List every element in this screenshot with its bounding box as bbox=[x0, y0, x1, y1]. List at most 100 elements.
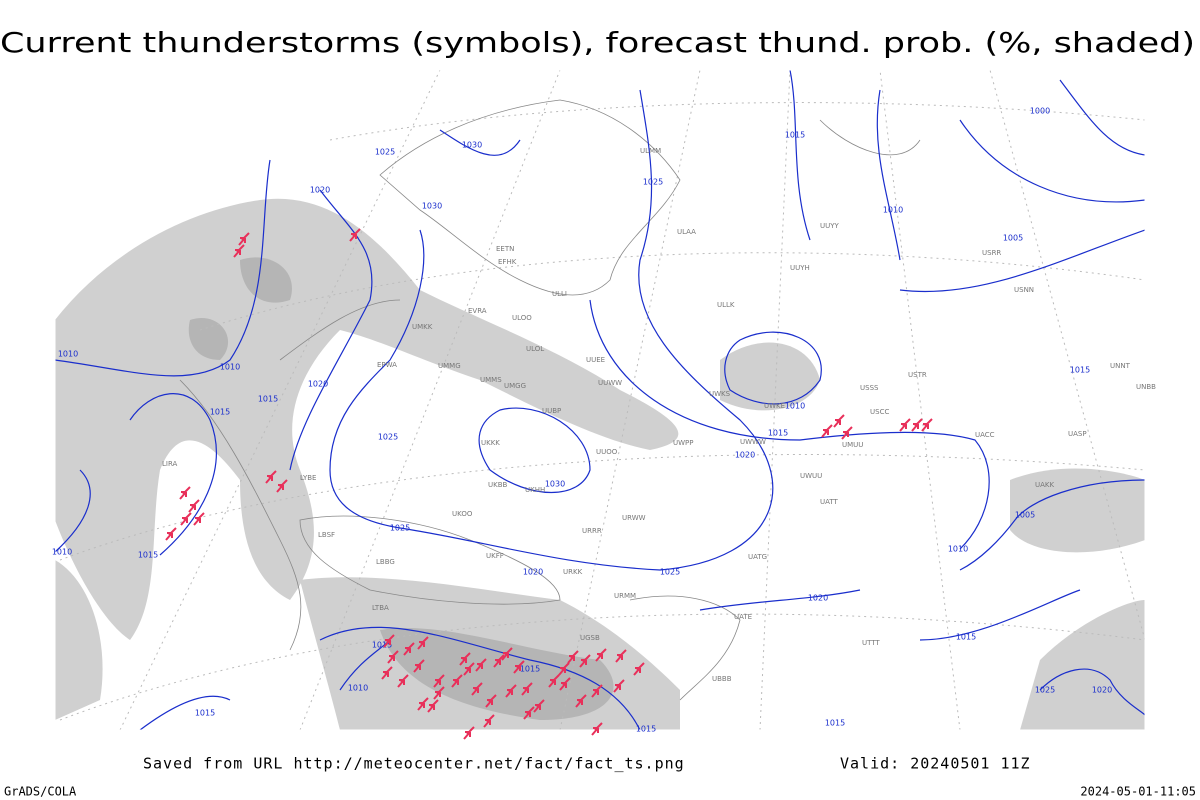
station-label: EVRA bbox=[468, 307, 487, 315]
station-label: UKHH bbox=[525, 486, 545, 494]
thunderstorm-symbol bbox=[463, 726, 475, 740]
thunderstorm-symbol bbox=[433, 686, 445, 700]
station-label: UKOO bbox=[452, 510, 473, 518]
station-label: UWPP bbox=[673, 439, 694, 447]
isobar-label: 1030 bbox=[545, 480, 565, 489]
thunderstorm-symbol bbox=[485, 694, 497, 708]
station-label: EFHK bbox=[498, 258, 517, 266]
station-label: UWKS bbox=[709, 390, 731, 398]
station-labels: ULOO ULLI EFHK EETN EVRA UMKK EPWA UMMG UMMSUMGG… bbox=[162, 147, 1156, 683]
station-label: EETN bbox=[496, 245, 514, 253]
shaded-probability-high bbox=[188, 257, 614, 720]
station-label: UBBB bbox=[712, 675, 732, 683]
station-label: UMUU bbox=[842, 441, 863, 449]
thunderstorm-symbol bbox=[841, 426, 853, 440]
station-label: ULOL bbox=[526, 345, 544, 353]
station-label: URRR bbox=[582, 527, 602, 535]
station-label: UNNT bbox=[1110, 362, 1131, 370]
thunderstorm-symbol bbox=[233, 244, 245, 258]
coastline bbox=[179, 99, 921, 701]
isobar-label: 1015 bbox=[138, 551, 158, 560]
station-label: UUBP bbox=[542, 407, 561, 415]
valid-time: Valid: 20240501 11Z bbox=[840, 755, 1031, 773]
station-label: LBSF bbox=[318, 531, 335, 539]
station-label: ULMM bbox=[640, 147, 661, 155]
isobar-label: 1000 bbox=[1030, 107, 1050, 116]
isobar-label: 1020 bbox=[1092, 686, 1112, 695]
station-label: UNBB bbox=[1136, 383, 1156, 391]
station-label: UUWW bbox=[598, 379, 622, 387]
station-label: UWKE bbox=[764, 402, 785, 410]
thunderstorm-symbol bbox=[591, 684, 603, 698]
thunderstorm-symbol bbox=[381, 666, 393, 680]
isobar-label: 1020 bbox=[735, 451, 755, 460]
thunderstorm-symbol bbox=[548, 674, 560, 688]
thunderstorm-symbol bbox=[521, 682, 533, 696]
isobar-label: 1010 bbox=[52, 548, 72, 557]
thunderstorm-symbol bbox=[558, 662, 570, 676]
isobar-label: 1025 bbox=[375, 148, 395, 157]
thunderstorm-symbol bbox=[265, 470, 277, 484]
thunderstorm-symbol bbox=[451, 674, 463, 688]
thunderstorm-symbol bbox=[387, 650, 399, 664]
station-label: UUOO bbox=[596, 448, 618, 456]
station-label: URWW bbox=[622, 514, 646, 522]
thunderstorm-symbol bbox=[427, 699, 439, 713]
station-label: UMGG bbox=[504, 382, 526, 390]
frame bbox=[54, 69, 1146, 731]
thunderstorm-symbol bbox=[433, 674, 445, 688]
thunderstorm-symbol bbox=[567, 650, 579, 664]
isobar-label: 1005 bbox=[1015, 511, 1035, 520]
isobar-label: 1020 bbox=[308, 380, 328, 389]
station-label: URMM bbox=[614, 592, 636, 600]
station-label: UATG bbox=[748, 553, 767, 561]
isobar-label: 1015 bbox=[195, 709, 215, 718]
isobar-labels: 1030 1025 1030 1020 1025 1015 1010 1005 1010 1010… bbox=[52, 107, 1112, 734]
station-label: LIRA bbox=[162, 460, 178, 468]
thunderstorm-symbol bbox=[188, 499, 200, 513]
thunderstorm-symbol bbox=[833, 414, 845, 428]
thunderstorm-symbol bbox=[821, 424, 833, 438]
isobar-label: 1025 bbox=[378, 433, 398, 442]
isobar-label: 1015 bbox=[1070, 366, 1090, 375]
thunderstorm-symbol bbox=[591, 722, 603, 736]
thunderstorm-symbol bbox=[899, 418, 911, 432]
station-label: URKK bbox=[563, 568, 583, 576]
station-label: UACC bbox=[975, 431, 995, 439]
station-label: UMMG bbox=[438, 362, 461, 370]
isobar-label: 1015 bbox=[768, 429, 788, 438]
station-label: LTBA bbox=[372, 604, 389, 612]
station-label: UUYY bbox=[820, 222, 840, 230]
thunderstorm-symbol bbox=[383, 634, 395, 648]
thunderstorm-symbol bbox=[579, 654, 591, 668]
thunderstorm-symbol bbox=[276, 479, 288, 493]
station-label: UASP bbox=[1068, 430, 1087, 438]
station-label: UATT bbox=[820, 498, 839, 506]
station-label: UMKK bbox=[412, 323, 433, 331]
timestamp: 2024-05-01-11:05 bbox=[1080, 785, 1196, 799]
map-frame: ULOO ULLI EFHK EETN EVRA UMKK EPWA UMMG UMMSUMGG… bbox=[52, 69, 1156, 740]
thunderstorm-symbol bbox=[483, 714, 495, 728]
thunderstorm-symbol bbox=[921, 418, 933, 432]
thunderstorm-symbol bbox=[523, 706, 535, 720]
isobar-label: 1010 bbox=[785, 402, 805, 411]
isobar-label: 1015 bbox=[520, 665, 540, 674]
isobar-label: 1010 bbox=[220, 363, 240, 372]
thunderstorm-symbol bbox=[417, 636, 429, 650]
isobar-label: 1005 bbox=[1003, 234, 1023, 243]
isobar-label: 1025 bbox=[660, 568, 680, 577]
isobar-label: 1030 bbox=[462, 141, 482, 150]
station-label: ULLK bbox=[717, 301, 735, 309]
isobar-label: 1020 bbox=[523, 568, 543, 577]
station-label: UKBB bbox=[488, 481, 508, 489]
thunderstorm-symbol bbox=[633, 662, 645, 676]
thunderstorm-symbol bbox=[911, 418, 923, 432]
thunderstorm-symbol bbox=[559, 677, 571, 691]
station-label: UMMS bbox=[480, 376, 502, 384]
thunderstorm-symbol bbox=[165, 527, 177, 541]
credit: GrADS/COLA bbox=[4, 785, 77, 799]
station-label: UKFF bbox=[486, 552, 504, 560]
thunderstorm-symbol bbox=[533, 699, 545, 713]
isobar-label: 1015 bbox=[210, 408, 230, 417]
